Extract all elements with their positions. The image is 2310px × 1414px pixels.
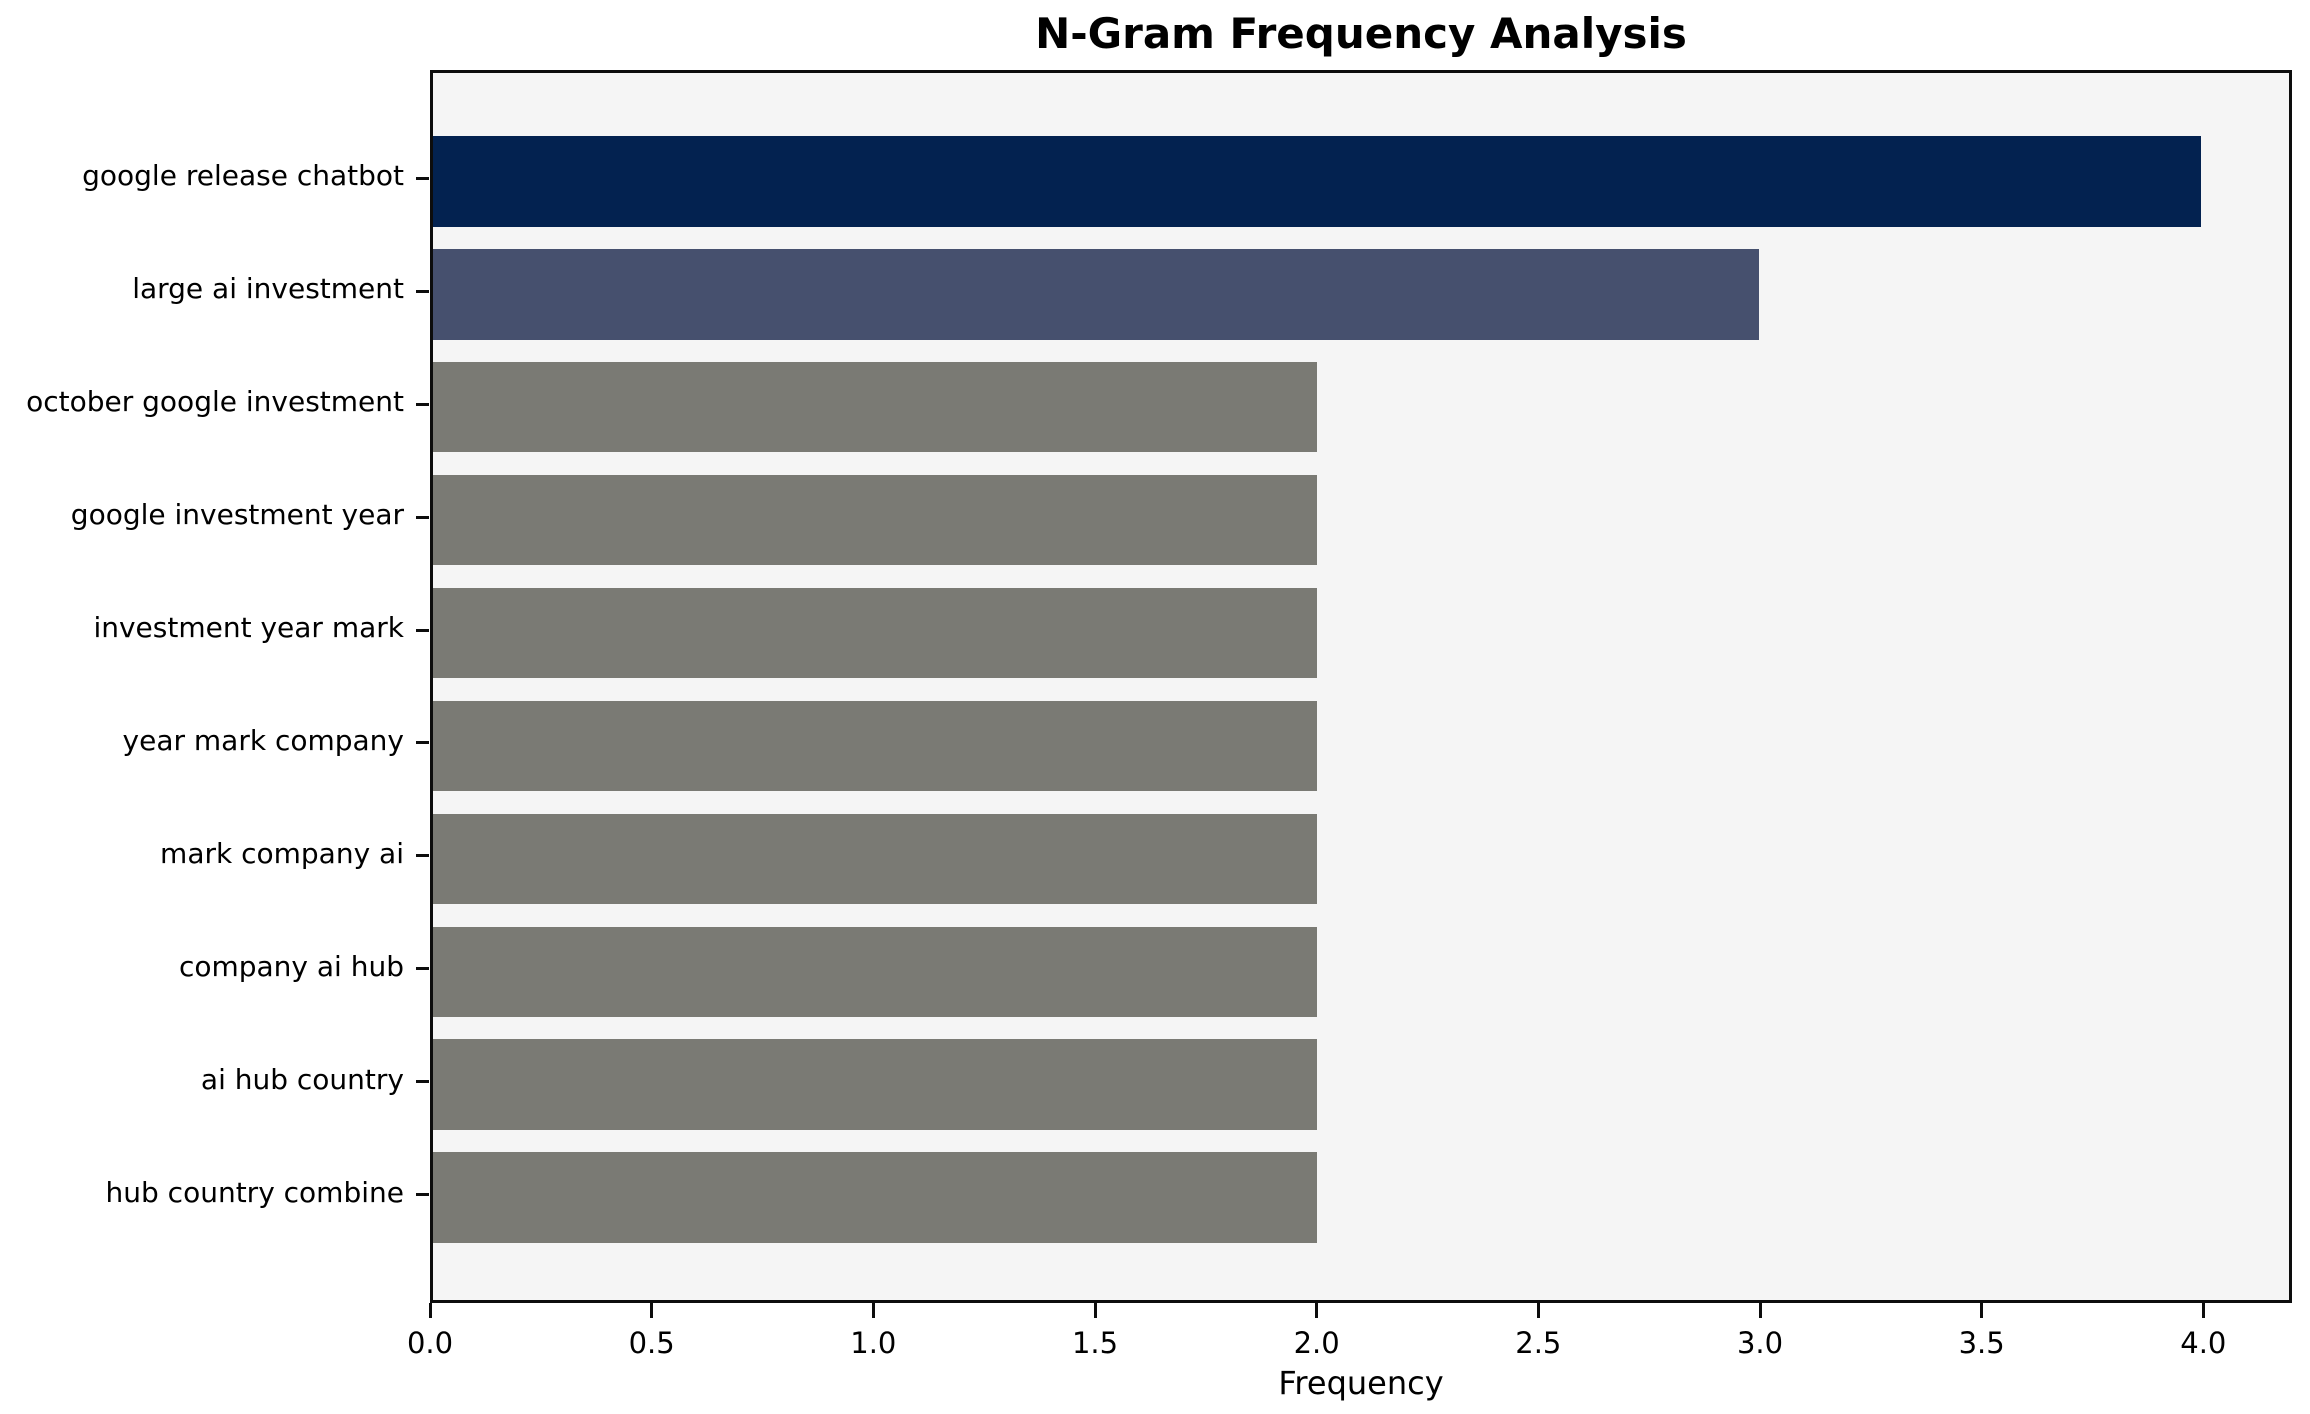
y-label-october-google-investment: october google investment <box>26 385 404 419</box>
x-tick-mark <box>871 1303 875 1318</box>
bar-google-release-chatbot <box>433 136 2201 227</box>
x-tick-mark <box>1980 1303 1984 1318</box>
y-label-hub-country-combine: hub country combine <box>105 1175 404 1209</box>
y-tick-mark <box>416 176 429 180</box>
bar-october-google-investment <box>433 362 1317 453</box>
bar-google-investment-year <box>433 474 1317 566</box>
y-label-year-mark-company: year mark company <box>122 723 404 757</box>
bar-company-ai-hub <box>433 926 1317 1017</box>
y-tick-mark <box>416 967 429 971</box>
x-tick-label-3.0: 3.0 <box>1736 1326 1784 1360</box>
y-tick-mark <box>416 289 429 293</box>
bar-large-ai-investment <box>433 249 1759 340</box>
bar-mark-company-ai <box>433 813 1317 904</box>
x-tick-label-1.0: 1.0 <box>850 1326 897 1360</box>
x-tick-label-2.5: 2.5 <box>1515 1326 1562 1360</box>
y-label-google-release-chatbot: google release chatbot <box>82 159 404 193</box>
x-axis-label: Frequency <box>1278 1364 1444 1402</box>
chart-title: N-Gram Frequency Analysis <box>1035 9 1687 58</box>
x-tick-mark <box>1093 1303 1097 1318</box>
x-tick-mark <box>650 1303 654 1318</box>
y-label-google-investment-year: google investment year <box>70 498 404 532</box>
x-tick-label-4.0: 4.0 <box>2180 1326 2227 1360</box>
y-tick-mark <box>416 741 429 745</box>
y-label-mark-company-ai: mark company ai <box>160 836 404 870</box>
y-tick-mark <box>416 402 429 406</box>
y-label-investment-year-mark: investment year mark <box>93 611 404 645</box>
y-label-ai-hub-country: ai hub country <box>200 1062 404 1096</box>
y-label-large-ai-investment: large ai investment <box>132 272 404 306</box>
y-tick-mark <box>416 628 429 632</box>
x-tick-mark <box>1758 1303 1762 1318</box>
y-tick-mark <box>416 854 429 858</box>
y-label-company-ai-hub: company ai hub <box>178 949 404 983</box>
y-tick-mark <box>416 1080 429 1084</box>
x-tick-mark <box>1536 1303 1540 1318</box>
x-tick-label-1.5: 1.5 <box>1071 1326 1119 1360</box>
x-tick-label-0.5: 0.5 <box>628 1326 675 1360</box>
x-tick-mark <box>428 1303 432 1318</box>
x-tick-label-2.0: 2.0 <box>1293 1326 1340 1360</box>
y-tick-mark <box>416 515 429 519</box>
x-tick-label-3.5: 3.5 <box>1958 1326 2005 1360</box>
x-tick-label-0.0: 0.0 <box>406 1326 454 1360</box>
bar-ai-hub-country <box>433 1039 1317 1130</box>
bars-layer <box>433 73 2289 1300</box>
bar-investment-year-mark <box>433 587 1317 679</box>
y-tick-mark <box>416 1193 429 1197</box>
bar-year-mark-company <box>433 700 1317 792</box>
bar-hub-country-combine <box>433 1152 1317 1243</box>
plot-area <box>430 70 2292 1303</box>
x-tick-mark <box>1315 1303 1319 1318</box>
x-tick-mark <box>2201 1303 2205 1318</box>
